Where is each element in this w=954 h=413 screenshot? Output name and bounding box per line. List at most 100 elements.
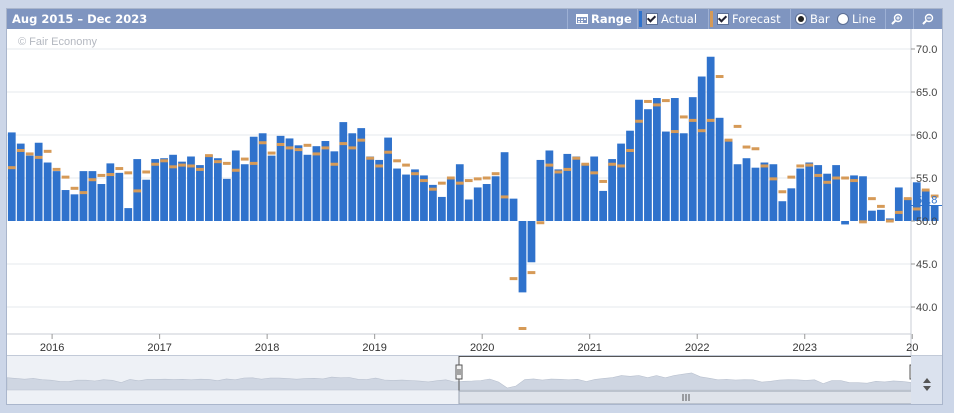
forecast-marker[interactable]	[455, 181, 464, 185]
forecast-marker[interactable]	[375, 164, 384, 168]
actual-bar[interactable]	[151, 159, 160, 221]
forecast-marker[interactable]	[303, 143, 312, 147]
forecast-marker[interactable]	[151, 162, 160, 166]
forecast-marker[interactable]	[715, 75, 724, 79]
forecast-marker[interactable]	[554, 170, 563, 174]
forecast-marker[interactable]	[706, 118, 715, 122]
actual-bar[interactable]	[832, 165, 840, 221]
forecast-marker[interactable]	[563, 167, 572, 171]
forecast-marker[interactable]	[213, 160, 222, 164]
actual-bar[interactable]	[303, 154, 312, 221]
forecast-marker[interactable]	[921, 188, 930, 192]
forecast-marker[interactable]	[885, 219, 894, 223]
forecast-marker[interactable]	[805, 163, 814, 167]
actual-bar[interactable]	[661, 131, 670, 221]
actual-bar[interactable]	[258, 133, 267, 221]
forecast-marker[interactable]	[393, 159, 401, 163]
actual-bar[interactable]	[697, 76, 706, 221]
actual-bar[interactable]	[267, 155, 276, 221]
forecast-marker[interactable]	[52, 167, 61, 171]
actual-bar[interactable]	[187, 156, 195, 222]
actual-bar[interactable]	[285, 138, 294, 221]
actual-bar[interactable]	[509, 198, 518, 221]
actual-bar[interactable]	[375, 159, 384, 221]
actual-bar[interactable]	[124, 208, 133, 221]
forecast-marker[interactable]	[258, 141, 267, 145]
forecast-marker[interactable]	[339, 142, 348, 146]
actual-bar[interactable]	[169, 154, 177, 221]
forecast-marker[interactable]	[930, 194, 939, 198]
forecast-marker[interactable]	[859, 220, 867, 224]
actual-bar[interactable]	[393, 168, 401, 221]
actual-bar[interactable]	[670, 98, 679, 221]
actual-bar[interactable]	[724, 139, 733, 221]
actual-bar[interactable]	[339, 122, 348, 221]
actual-bar[interactable]	[635, 99, 643, 221]
forecast-marker[interactable]	[88, 178, 97, 182]
forecast-marker[interactable]	[545, 163, 554, 167]
forecast-marker[interactable]	[760, 164, 769, 168]
actual-bar[interactable]	[205, 154, 213, 221]
actual-bar[interactable]	[70, 194, 79, 221]
actual-bar[interactable]	[473, 187, 482, 221]
actual-bar[interactable]	[903, 197, 912, 221]
forecast-marker[interactable]	[321, 146, 330, 150]
actual-bar[interactable]	[464, 199, 473, 222]
forecast-marker[interactable]	[115, 167, 124, 171]
forecast-marker[interactable]	[500, 195, 509, 199]
zoom-out-button[interactable]	[922, 9, 934, 29]
actual-checkbox[interactable]	[646, 13, 658, 25]
forecast-marker[interactable]	[357, 138, 366, 142]
forecast-marker[interactable]	[608, 162, 616, 166]
actual-bar[interactable]	[500, 152, 509, 221]
actual-bar[interactable]	[446, 178, 455, 221]
line-radio[interactable]	[837, 13, 849, 25]
forecast-marker[interactable]	[231, 168, 240, 172]
actual-bar[interactable]	[213, 158, 222, 221]
forecast-marker[interactable]	[635, 119, 643, 123]
forecast-marker[interactable]	[653, 103, 661, 107]
forecast-marker[interactable]	[823, 180, 832, 184]
forecast-marker[interactable]	[464, 179, 473, 183]
actual-bar[interactable]	[348, 133, 357, 221]
forecast-marker[interactable]	[312, 152, 321, 156]
line-option[interactable]: Line	[837, 9, 876, 29]
forecast-marker[interactable]	[205, 154, 213, 158]
forecast-marker[interactable]	[25, 152, 34, 156]
forecast-marker[interactable]	[903, 197, 912, 201]
forecast-marker[interactable]	[473, 177, 482, 181]
forecast-marker[interactable]	[187, 164, 195, 168]
actual-bar[interactable]	[518, 221, 527, 293]
forecast-marker[interactable]	[590, 171, 599, 175]
actual-bar[interactable]	[276, 135, 285, 221]
forecast-marker[interactable]	[814, 173, 823, 177]
forecast-marker[interactable]	[429, 187, 437, 191]
actual-bar[interactable]	[366, 156, 375, 222]
forecast-marker[interactable]	[742, 145, 751, 149]
range-button[interactable]: Range	[576, 9, 632, 29]
actual-bar[interactable]	[581, 164, 590, 221]
forecast-marker[interactable]	[536, 221, 545, 225]
actual-bar[interactable]	[178, 161, 186, 221]
bar-radio[interactable]	[795, 13, 807, 25]
actual-bar[interactable]	[7, 132, 16, 221]
actual-bar[interactable]	[679, 133, 688, 221]
forecast-marker[interactable]	[626, 148, 634, 152]
actual-bar[interactable]	[823, 173, 832, 221]
actual-bar[interactable]	[115, 172, 124, 221]
forecast-marker[interactable]	[276, 142, 285, 146]
forecast-marker[interactable]	[178, 163, 186, 167]
forecast-marker[interactable]	[841, 176, 849, 180]
zoom-in-button[interactable]	[891, 9, 903, 29]
forecast-marker[interactable]	[724, 138, 733, 142]
actual-bar[interactable]	[437, 196, 446, 221]
actual-bar[interactable]	[653, 98, 661, 221]
navigator-overview[interactable]	[7, 356, 917, 405]
actual-bar[interactable]	[429, 184, 437, 221]
forecast-marker[interactable]	[796, 164, 805, 168]
actual-bar[interactable]	[778, 201, 787, 221]
actual-bar[interactable]	[222, 178, 231, 221]
actual-bar[interactable]	[321, 141, 330, 221]
actual-bar[interactable]	[733, 164, 742, 221]
actual-bar[interactable]	[16, 143, 25, 221]
